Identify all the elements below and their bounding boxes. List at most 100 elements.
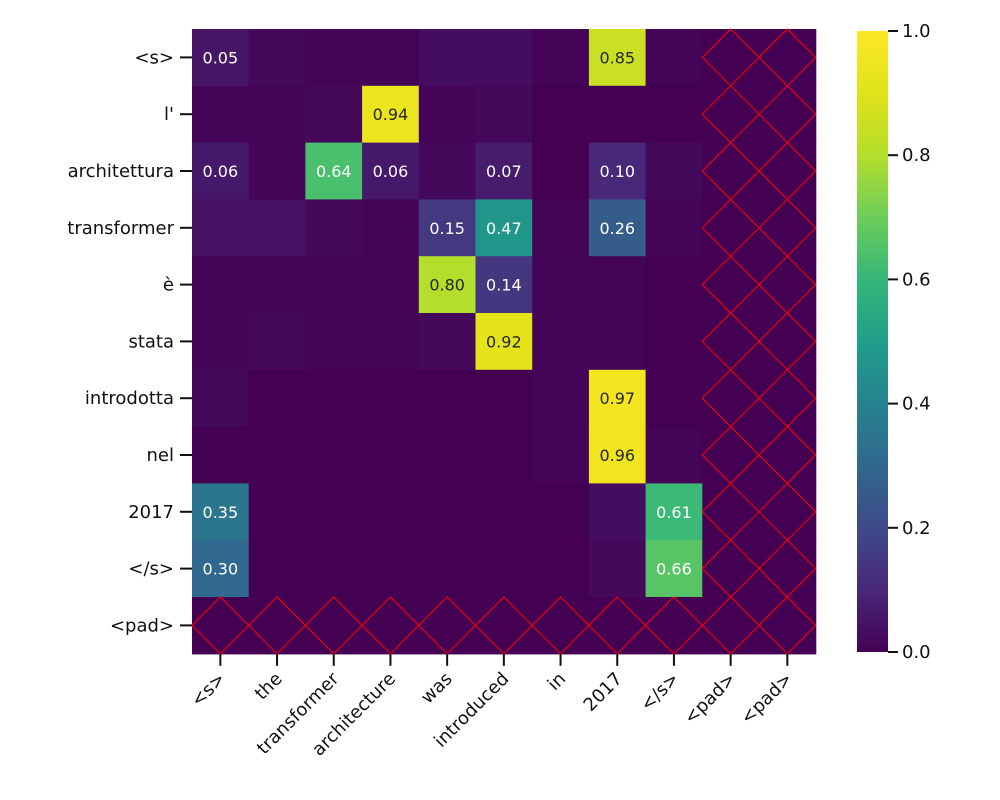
heatmap-cell [192, 540, 250, 598]
masked-cell [362, 597, 420, 655]
heatmap-cell [532, 29, 590, 87]
colorbar-gradient [857, 31, 888, 652]
heatmap-cell [305, 199, 363, 257]
heatmap-cell [588, 313, 647, 371]
heatmap-cell [192, 426, 250, 484]
y-tick-label: <s> [134, 47, 174, 68]
heatmap-cell [248, 199, 306, 257]
heatmap-cell [305, 483, 363, 541]
colorbar-tick-label: 0.6 [902, 269, 931, 290]
heatmap-cell [362, 199, 420, 257]
y-tick-label: transformer [67, 218, 174, 239]
masked-cell [702, 256, 760, 314]
heatmap-cell [475, 540, 533, 598]
heatmap-cell [645, 199, 703, 257]
heatmap-cell [362, 369, 420, 428]
mask-cross-mark [758, 198, 817, 257]
heatmap-cell [192, 85, 250, 144]
heatmap-cell [532, 540, 590, 598]
heatmap-cell [192, 313, 250, 371]
heatmap-cell [305, 540, 363, 598]
cell-value-label: 0.66 [656, 560, 692, 579]
heatmap-cell [475, 426, 533, 484]
masked-cell [759, 313, 817, 371]
heatmap-cell [645, 540, 703, 598]
masked-cell [759, 483, 817, 541]
heatmap-cell [305, 85, 363, 144]
masked-cell [702, 426, 760, 484]
heatmap-cell [362, 426, 420, 484]
heatmap-cell [248, 85, 306, 144]
masked-cell [475, 597, 533, 655]
cell-value-label: 0.96 [599, 446, 635, 465]
heatmap-cell [248, 369, 306, 428]
masked-cell [759, 29, 817, 87]
heatmap-cell [362, 85, 420, 144]
heatmap-cell [588, 483, 647, 541]
cell-value-label: 0.35 [203, 503, 239, 522]
masked-cell [759, 199, 817, 257]
heatmap-cell [588, 540, 647, 598]
heatmap-cell [588, 142, 647, 200]
heatmap-cell [645, 369, 703, 428]
cell-value-label: 0.06 [203, 162, 239, 181]
heatmap-cell [418, 483, 477, 541]
x-tick-label: <pad> [680, 668, 740, 728]
mask-cross-mark [758, 596, 817, 655]
heatmap-cell [418, 29, 477, 87]
heatmap-cell [192, 256, 250, 314]
heatmap-cell [362, 313, 420, 371]
masked-cell [759, 85, 817, 144]
heatmap-cell [645, 313, 703, 371]
cell-value-label: 0.07 [486, 162, 522, 181]
x-tick-label: </s> [636, 668, 683, 715]
heatmap-cell [645, 426, 703, 484]
heatmap-cell [418, 313, 477, 371]
mask-cross-mark [758, 255, 817, 314]
masked-cell [588, 597, 647, 655]
y-tick-label: <pad> [110, 615, 174, 636]
y-tick-label: nel [147, 445, 174, 466]
heatmap-cell [418, 142, 477, 200]
cell-value-label: 0.15 [429, 219, 465, 238]
heatmap-cell [588, 29, 647, 87]
masked-cell [702, 29, 760, 87]
mask-cross-mark [758, 539, 817, 598]
mask-cross-mark [758, 312, 817, 371]
heatmap-cell [588, 426, 647, 484]
heatmap-cell [418, 256, 477, 314]
cell-value-label: 0.05 [203, 48, 239, 67]
masked-cell [305, 597, 363, 655]
cell-value-label: 0.97 [599, 389, 635, 408]
heatmap-cell [588, 85, 647, 144]
cell-value-label: 0.30 [203, 560, 239, 579]
heatmap-cell [248, 142, 306, 200]
x-tick-label: was [417, 668, 457, 708]
heatmap-cell [645, 85, 703, 144]
y-tick-label: 2017 [128, 502, 174, 523]
masked-cell [702, 199, 760, 257]
heatmap-cell [418, 369, 477, 428]
heatmap-cell [305, 369, 363, 428]
cell-value-label: 0.92 [486, 332, 522, 351]
heatmap-cell [192, 199, 250, 257]
masked-cell [192, 597, 250, 655]
x-tick-label: <s> [187, 668, 230, 711]
heatmap-cell [532, 369, 590, 428]
masked-cell [759, 426, 817, 484]
heatmap-cell [192, 369, 250, 428]
y-axis: <s> l' architettura transformer è stata introd… [67, 47, 192, 636]
heatmap-cell [645, 256, 703, 314]
colorbar-tick-label: 0.0 [902, 642, 931, 663]
masked-cell [759, 142, 817, 200]
heatmap-cell [532, 85, 590, 144]
masked-cell [418, 597, 477, 655]
mask-cross-mark [758, 141, 817, 201]
heatmap-cell [588, 256, 647, 314]
x-tick-label: the [251, 668, 287, 704]
heatmap-cell [248, 29, 306, 87]
colorbar: 0.0 0.2 0.4 0.6 0.8 1.0 [857, 21, 931, 663]
cell-value-label: 0.61 [656, 503, 692, 522]
